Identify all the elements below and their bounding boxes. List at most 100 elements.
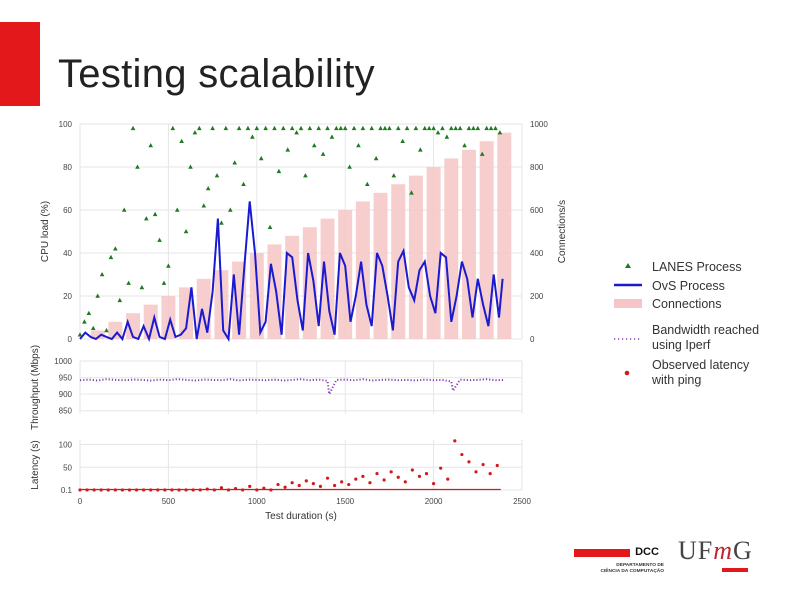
lanes-point (95, 293, 100, 298)
legend-bandwidth-label-2: using Iperf (652, 338, 711, 352)
lanes-point (338, 125, 344, 131)
cpu-ytick: 20 (63, 292, 72, 301)
latency-point (432, 482, 436, 486)
conn-ytick: 1000 (530, 120, 548, 129)
latency-point (396, 475, 400, 479)
lanes-point (245, 125, 251, 131)
legend-ovs-label: OvS Process (652, 279, 725, 293)
latency-point (142, 488, 146, 492)
lanes-point (250, 134, 255, 139)
cpu-ytick: 40 (63, 249, 72, 258)
lat-ytick: 50 (63, 463, 72, 472)
lanes-point (179, 138, 184, 143)
x-tick: 2000 (425, 497, 443, 506)
lanes-point (236, 125, 242, 131)
latency-point (134, 488, 139, 492)
thr-ytick: 850 (59, 407, 73, 416)
cpu-ytick: 100 (59, 120, 73, 129)
lanes-point (294, 130, 299, 135)
lanes-point (113, 246, 118, 251)
latency-point (354, 477, 358, 481)
lanes-point (121, 207, 127, 212)
lanes-point (267, 224, 273, 229)
latency-point (283, 485, 287, 489)
latency-point (446, 477, 450, 481)
latency-point (156, 488, 160, 492)
latency-point (127, 488, 132, 492)
lanes-point (387, 125, 392, 131)
lanes-point (435, 130, 441, 135)
lanes-point (183, 229, 189, 234)
lanes-point (413, 125, 419, 131)
latency-point (304, 479, 308, 483)
latency-point (85, 488, 89, 492)
lanes-point (157, 237, 162, 242)
latency-point (99, 488, 103, 492)
latency-point (453, 439, 457, 443)
x-tick: 2500 (513, 497, 531, 506)
dcc-logo-subtitle: DEPARTAMENTO DE CIÊNCIA DA COMPUTAÇÃO (574, 563, 664, 575)
latency-point (163, 488, 167, 492)
latency-point (439, 466, 443, 470)
lanes-point (440, 125, 445, 131)
cpu-ytick: 0 (68, 335, 73, 344)
legend-latency-marker (624, 370, 630, 376)
latency-point (410, 468, 414, 472)
latency-point (417, 474, 422, 478)
lanes-point (475, 125, 481, 131)
latency-point (389, 470, 393, 474)
lanes-point (197, 125, 202, 131)
latency-panel: 100 50 0.1 Latency (s) 0 500 1000 1500 2000 2500 T… (30, 439, 531, 522)
latency-point (325, 476, 330, 480)
lanes-point (130, 125, 136, 131)
latency-point (481, 462, 485, 467)
latency-point (297, 483, 301, 488)
legend-latency-label-2: with ping (651, 373, 701, 387)
slide-title: Testing scalability (58, 52, 375, 96)
connections-bar (285, 235, 300, 339)
lanes-point (298, 125, 304, 131)
x-axis-label: Test duration (s) (265, 511, 337, 522)
thr-ytick: 950 (59, 374, 73, 383)
latency-point (113, 488, 117, 492)
lanes-point (201, 203, 207, 208)
lanes-point (108, 254, 114, 260)
lanes-point (281, 125, 286, 131)
lanes-point (161, 280, 167, 285)
lanes-point (497, 130, 503, 135)
lanes-point (307, 125, 313, 131)
dcc-subtitle-line1: DEPARTAMENTO DE (616, 563, 664, 568)
conn-ytick: 400 (530, 249, 544, 258)
latency-point (424, 472, 429, 476)
x-tick: 0 (78, 497, 83, 506)
lanes-point (431, 125, 436, 131)
lat-ytick: 0.1 (61, 486, 73, 495)
latency-point (212, 488, 216, 492)
lanes-point (139, 284, 145, 290)
ufmg-logo-u: U (678, 536, 698, 565)
lanes-point (466, 125, 472, 131)
lanes-point (462, 143, 467, 148)
latency-point (170, 488, 174, 492)
lanes-point (369, 125, 375, 131)
latency-point (460, 452, 464, 457)
lanes-point (471, 125, 476, 131)
lanes-point (126, 280, 131, 285)
dcc-logo-text: DCC (635, 546, 659, 558)
conn-ytick: 200 (530, 292, 544, 301)
lanes-point (453, 125, 458, 131)
connections-bar (249, 253, 264, 339)
lanes-point (152, 211, 158, 217)
lanes-point (448, 125, 454, 131)
legend: LANES Process OvS Process Connections Bandw… (614, 260, 759, 387)
lanes-point (188, 164, 193, 169)
latency-point (318, 484, 323, 488)
lanes-point (170, 125, 176, 131)
lanes-point (272, 125, 277, 131)
lanes-point (144, 216, 149, 221)
latency-point (488, 472, 492, 476)
lanes-point (232, 160, 237, 165)
lanes-point (418, 147, 423, 152)
connections-bar (373, 192, 388, 339)
latency-point (233, 487, 238, 491)
